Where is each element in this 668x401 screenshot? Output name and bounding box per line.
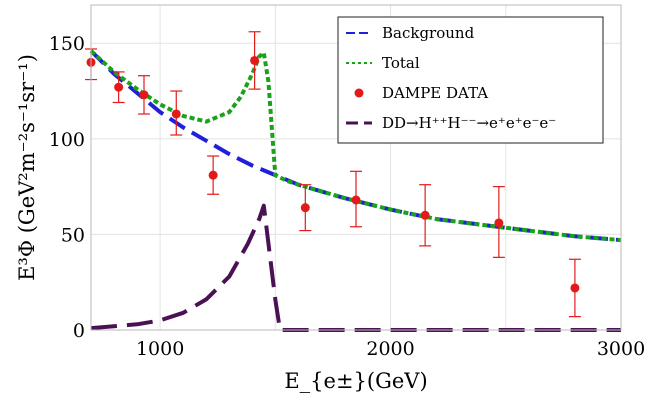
x-tick-label: 2000	[366, 338, 414, 360]
data-point	[300, 203, 310, 213]
data-point	[420, 210, 430, 220]
x-tick-label: 1000	[136, 338, 184, 360]
legend-entry-3: DD→H⁺⁺H⁻⁻→e⁺e⁺e⁻e⁻	[382, 114, 556, 132]
y-tick-label: 150	[49, 33, 85, 55]
x-tick-labels: 1000 2000 3000	[136, 338, 645, 360]
legend-box	[337, 16, 604, 144]
x-axis-label: E_{e±}(GeV)	[284, 369, 427, 393]
data-point	[139, 90, 149, 100]
series-line-3	[90, 203, 621, 332]
data-point	[351, 195, 361, 205]
y-tick-label: 0	[73, 320, 85, 342]
legend-marker-2	[354, 88, 364, 98]
data-point	[171, 109, 181, 119]
y-tick-labels: 0 50 100 150	[49, 33, 85, 342]
data-point	[250, 55, 260, 65]
x-tick-label: 3000	[597, 338, 645, 360]
data-point	[114, 82, 124, 92]
legend-entry-2: DAMPE DATA	[382, 84, 488, 102]
plot-frame	[90, 4, 622, 331]
series-line-1	[89, 49, 622, 243]
y-tick-label: 50	[61, 224, 85, 246]
data-point	[570, 283, 580, 293]
data-point	[208, 170, 218, 180]
legend: Background Total DAMPE DATA DD→H⁺⁺H⁻⁻→e⁺e⁺e…	[337, 16, 604, 144]
legend-entry-1: Total	[382, 54, 420, 72]
y-axis-label: E³Φ (GeV²m⁻²s⁻¹sr⁻¹)	[15, 54, 39, 281]
legend-entry-0: Background	[382, 24, 475, 42]
data-point	[494, 218, 504, 228]
y-tick-label: 100	[49, 129, 85, 151]
